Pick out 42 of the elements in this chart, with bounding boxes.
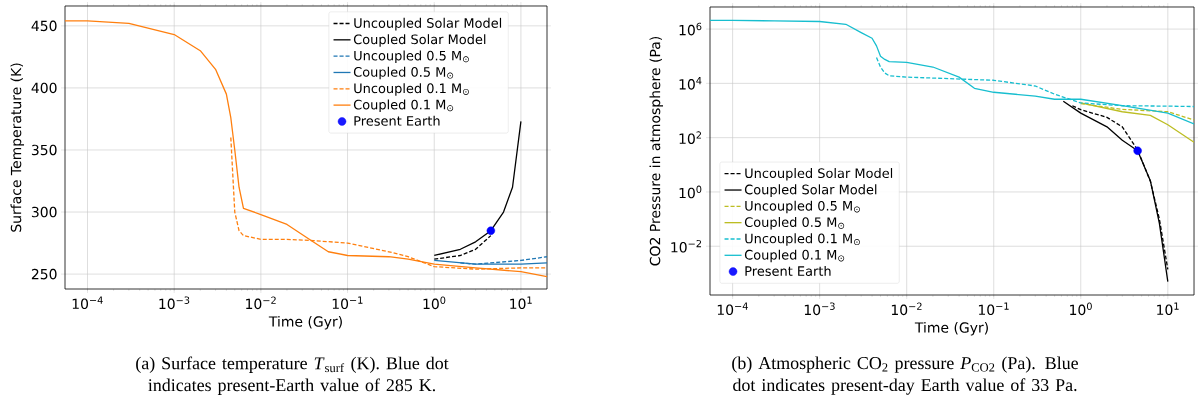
legend-label: Coupled Solar Model <box>353 34 486 47</box>
legend-label: Uncoupled Solar Model <box>354 17 502 31</box>
legend-label: Coupled 0.1 M$_{⊙}$ <box>744 249 845 263</box>
x-tick-label: 10$^{−1}$ <box>978 302 1009 316</box>
y-axis-title: CO2 Pressure in atmosphere (Pa) <box>649 36 664 266</box>
x-tick-label: 10$^{−4}$ <box>72 296 103 310</box>
x-tick-label: 10$^{0}$ <box>1070 302 1092 316</box>
y-tick-label: 10$^{0}$ <box>679 185 702 199</box>
x-axis-title: Time (Gyr) <box>268 316 342 330</box>
x-tick-label: 10$^{−4}$ <box>717 302 748 316</box>
legend-label: Present Earth <box>354 115 440 126</box>
legend-label: Coupled 0.5 M$_{⊙}$ <box>353 66 454 80</box>
legend-label: Present Earth <box>745 265 831 276</box>
y-tick-label: 450 <box>31 20 57 32</box>
text: (b) Atmospheric CO$_{2}$ pressure P$_{CO2}$ (Pa). Blue dot indicates present-day Earth value of 33 Pa. <box>732 356 1078 395</box>
y-tick-label: 250 <box>31 268 57 280</box>
x-tick-label: 10$^{−3}$ <box>804 302 835 316</box>
text: (a) Surface temperature T$_{surf}$ (K). Blue dot indicates present-Earth value of 285 K. <box>136 356 449 395</box>
y-tick-label: 10$^{−2}$ <box>671 239 702 253</box>
y-tick-label: 10$^{2}$ <box>679 131 702 144</box>
legend-label: Coupled 0.1 M$_{⊙}$ <box>353 99 454 112</box>
x-axis-title: Time (Gyr) <box>914 322 988 336</box>
y-tick-label: 300 <box>31 206 57 218</box>
x-tick-label: 10$^{−1}$ <box>332 296 363 310</box>
legend-label: Uncoupled 0.5 M$_{⊙}$ <box>354 50 469 64</box>
x-tick-label: 10$^{1}$ <box>510 296 532 310</box>
x-tick-label: 10$^{−2}$ <box>891 302 922 316</box>
legend-label: Coupled Solar Model <box>744 184 877 197</box>
x-tick-label: 10$^{0}$ <box>423 296 446 310</box>
x-tick-label: 10$^{1}$ <box>1157 302 1179 316</box>
legend-label: Uncoupled 0.1 M$_{⊙}$ <box>745 233 860 246</box>
x-tick-label: 10$^{−3}$ <box>159 296 190 310</box>
legend-label: Uncoupled Solar Model <box>745 168 893 181</box>
y-axis-title: Surface Temperature (K) <box>10 63 25 232</box>
legend-label: Coupled 0.5 M$_{⊙}$ <box>744 216 845 230</box>
y-tick-label: 400 <box>31 82 57 94</box>
y-tick-label: 10$^{6}$ <box>679 22 702 36</box>
y-tick-label: 350 <box>31 144 57 156</box>
legend-label: Uncoupled 0.5 M$_{⊙}$ <box>745 200 860 214</box>
legend-label: Uncoupled 0.1 M$_{⊙}$ <box>354 83 469 96</box>
x-tick-label: 10$^{−2}$ <box>246 296 276 310</box>
y-tick-label: 10$^{4}$ <box>679 77 702 90</box>
